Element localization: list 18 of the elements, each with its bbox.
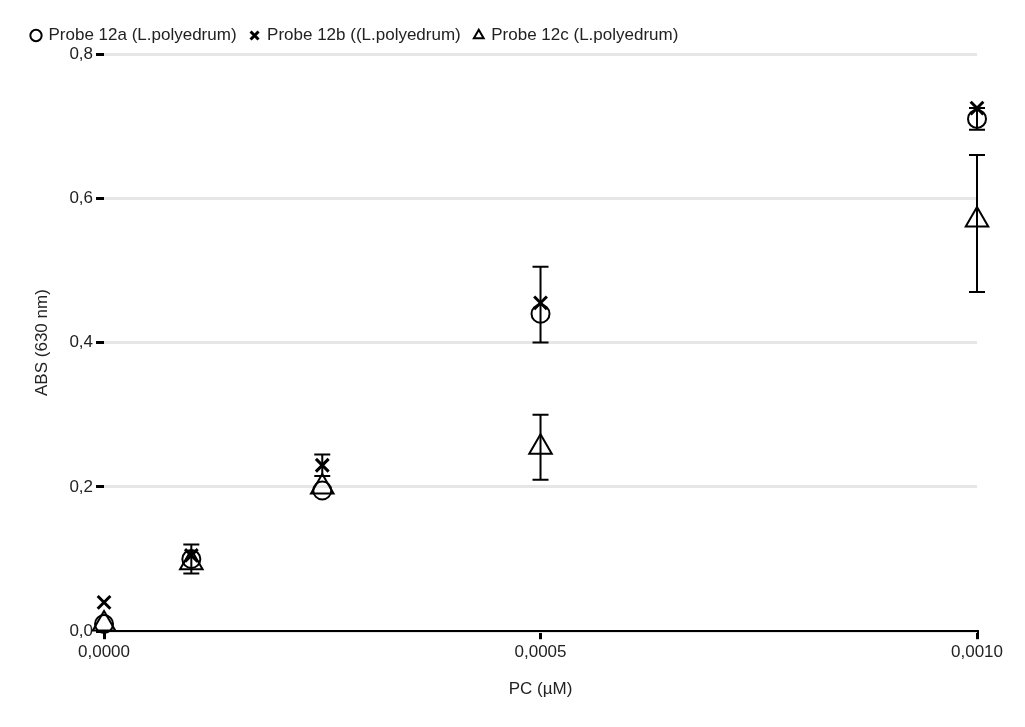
y-tick-label: 0,6 xyxy=(69,187,94,207)
y-tick-label: 0,4 xyxy=(69,332,94,352)
y-tick-label: 0,2 xyxy=(69,476,94,496)
point xyxy=(96,594,112,611)
point xyxy=(530,303,551,324)
x-axis-title: PC (µM) xyxy=(508,679,573,699)
point xyxy=(532,295,549,311)
y-tick-label: 0,8 xyxy=(69,43,94,63)
legend-label: Probe 12c (L.polyedrum) xyxy=(491,25,679,45)
y-axis-title: ABS (630 nm) xyxy=(31,289,51,396)
x-tick-label: 0,0010 xyxy=(951,642,1003,662)
point xyxy=(314,457,331,474)
point xyxy=(969,100,985,116)
y-tick-label: 0,0 xyxy=(69,620,94,640)
x-tick-label: 0,0005 xyxy=(514,642,567,662)
x-tick-label: 0,0000 xyxy=(78,642,131,662)
legend-label: Probe 12b ((L.polyedrum) xyxy=(267,25,461,45)
legend-label: Probe 12a (L.polyedrum) xyxy=(48,25,237,45)
